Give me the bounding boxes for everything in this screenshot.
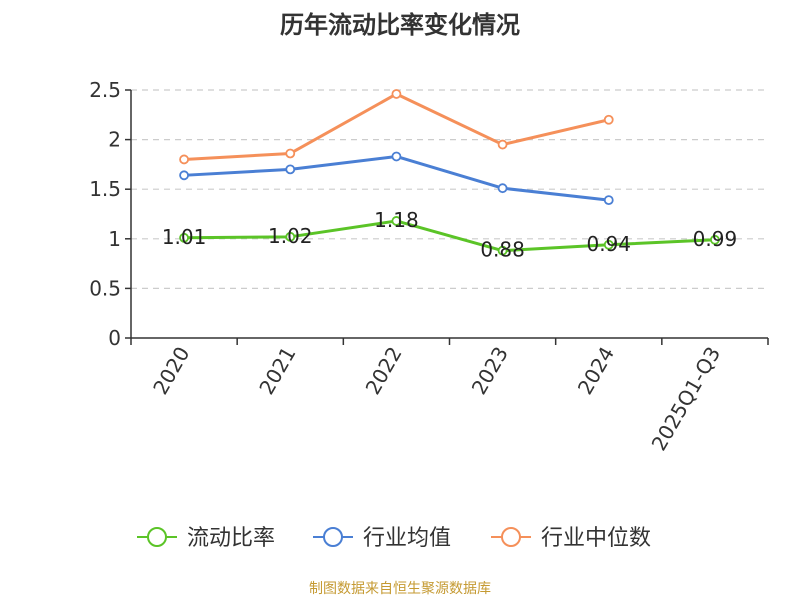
data-label: 0.88 — [480, 238, 525, 262]
series-point-2 — [603, 114, 614, 125]
legend-label: 行业中位数 — [541, 526, 651, 551]
legend-label: 行业均值 — [363, 526, 451, 551]
series-point-1 — [603, 195, 614, 206]
y-tick-label: 0.5 — [89, 276, 121, 300]
y-tick-label: 2.5 — [89, 78, 121, 102]
series-point-0 — [603, 239, 614, 250]
y-tick-label: 1.5 — [89, 177, 121, 201]
chart-title: 历年流动比率变化情况 — [280, 11, 520, 39]
y-tick-label: 0 — [108, 326, 121, 350]
x-tick-label: 2025Q1-Q3 — [647, 343, 726, 455]
series-point-1 — [391, 151, 402, 162]
x-tick-label: 2024 — [573, 343, 619, 399]
legend-label: 流动比率 — [187, 526, 275, 551]
y-tick-label: 1 — [108, 227, 121, 251]
series-point-2 — [391, 89, 402, 99]
x-tick-label: 2020 — [148, 343, 194, 399]
x-tick-label: 2022 — [361, 343, 407, 399]
series-point-1 — [179, 170, 189, 181]
legend-marker — [501, 527, 521, 547]
data-label: 1.01 — [162, 225, 207, 249]
series-point-0 — [391, 216, 402, 226]
series-line-1 — [183, 154, 609, 202]
series-point-1 — [497, 183, 508, 194]
series-point-0 — [179, 232, 189, 243]
data-label: 1.02 — [268, 224, 313, 248]
legend-marker — [147, 527, 167, 547]
series-point-2 — [285, 148, 296, 159]
y-tick-label: 2 — [108, 128, 121, 152]
series-point-0 — [285, 231, 296, 242]
data-label: 1.18 — [374, 208, 419, 232]
series-point-2 — [497, 139, 508, 150]
data-label: 0.99 — [693, 227, 738, 251]
source-note: 制图数据来自恒生聚源数据库 — [309, 581, 491, 597]
series-point-1 — [285, 164, 296, 175]
x-tick-label: 2023 — [467, 343, 513, 399]
series-line-0 — [184, 219, 715, 253]
legend-marker — [323, 527, 343, 547]
x-tick-label: 2021 — [254, 343, 300, 399]
series-point-2 — [179, 154, 189, 165]
series-point-0 — [710, 234, 720, 245]
series-line-2 — [183, 92, 610, 161]
data-label: 0.94 — [586, 232, 631, 256]
series-point-0 — [497, 245, 508, 256]
